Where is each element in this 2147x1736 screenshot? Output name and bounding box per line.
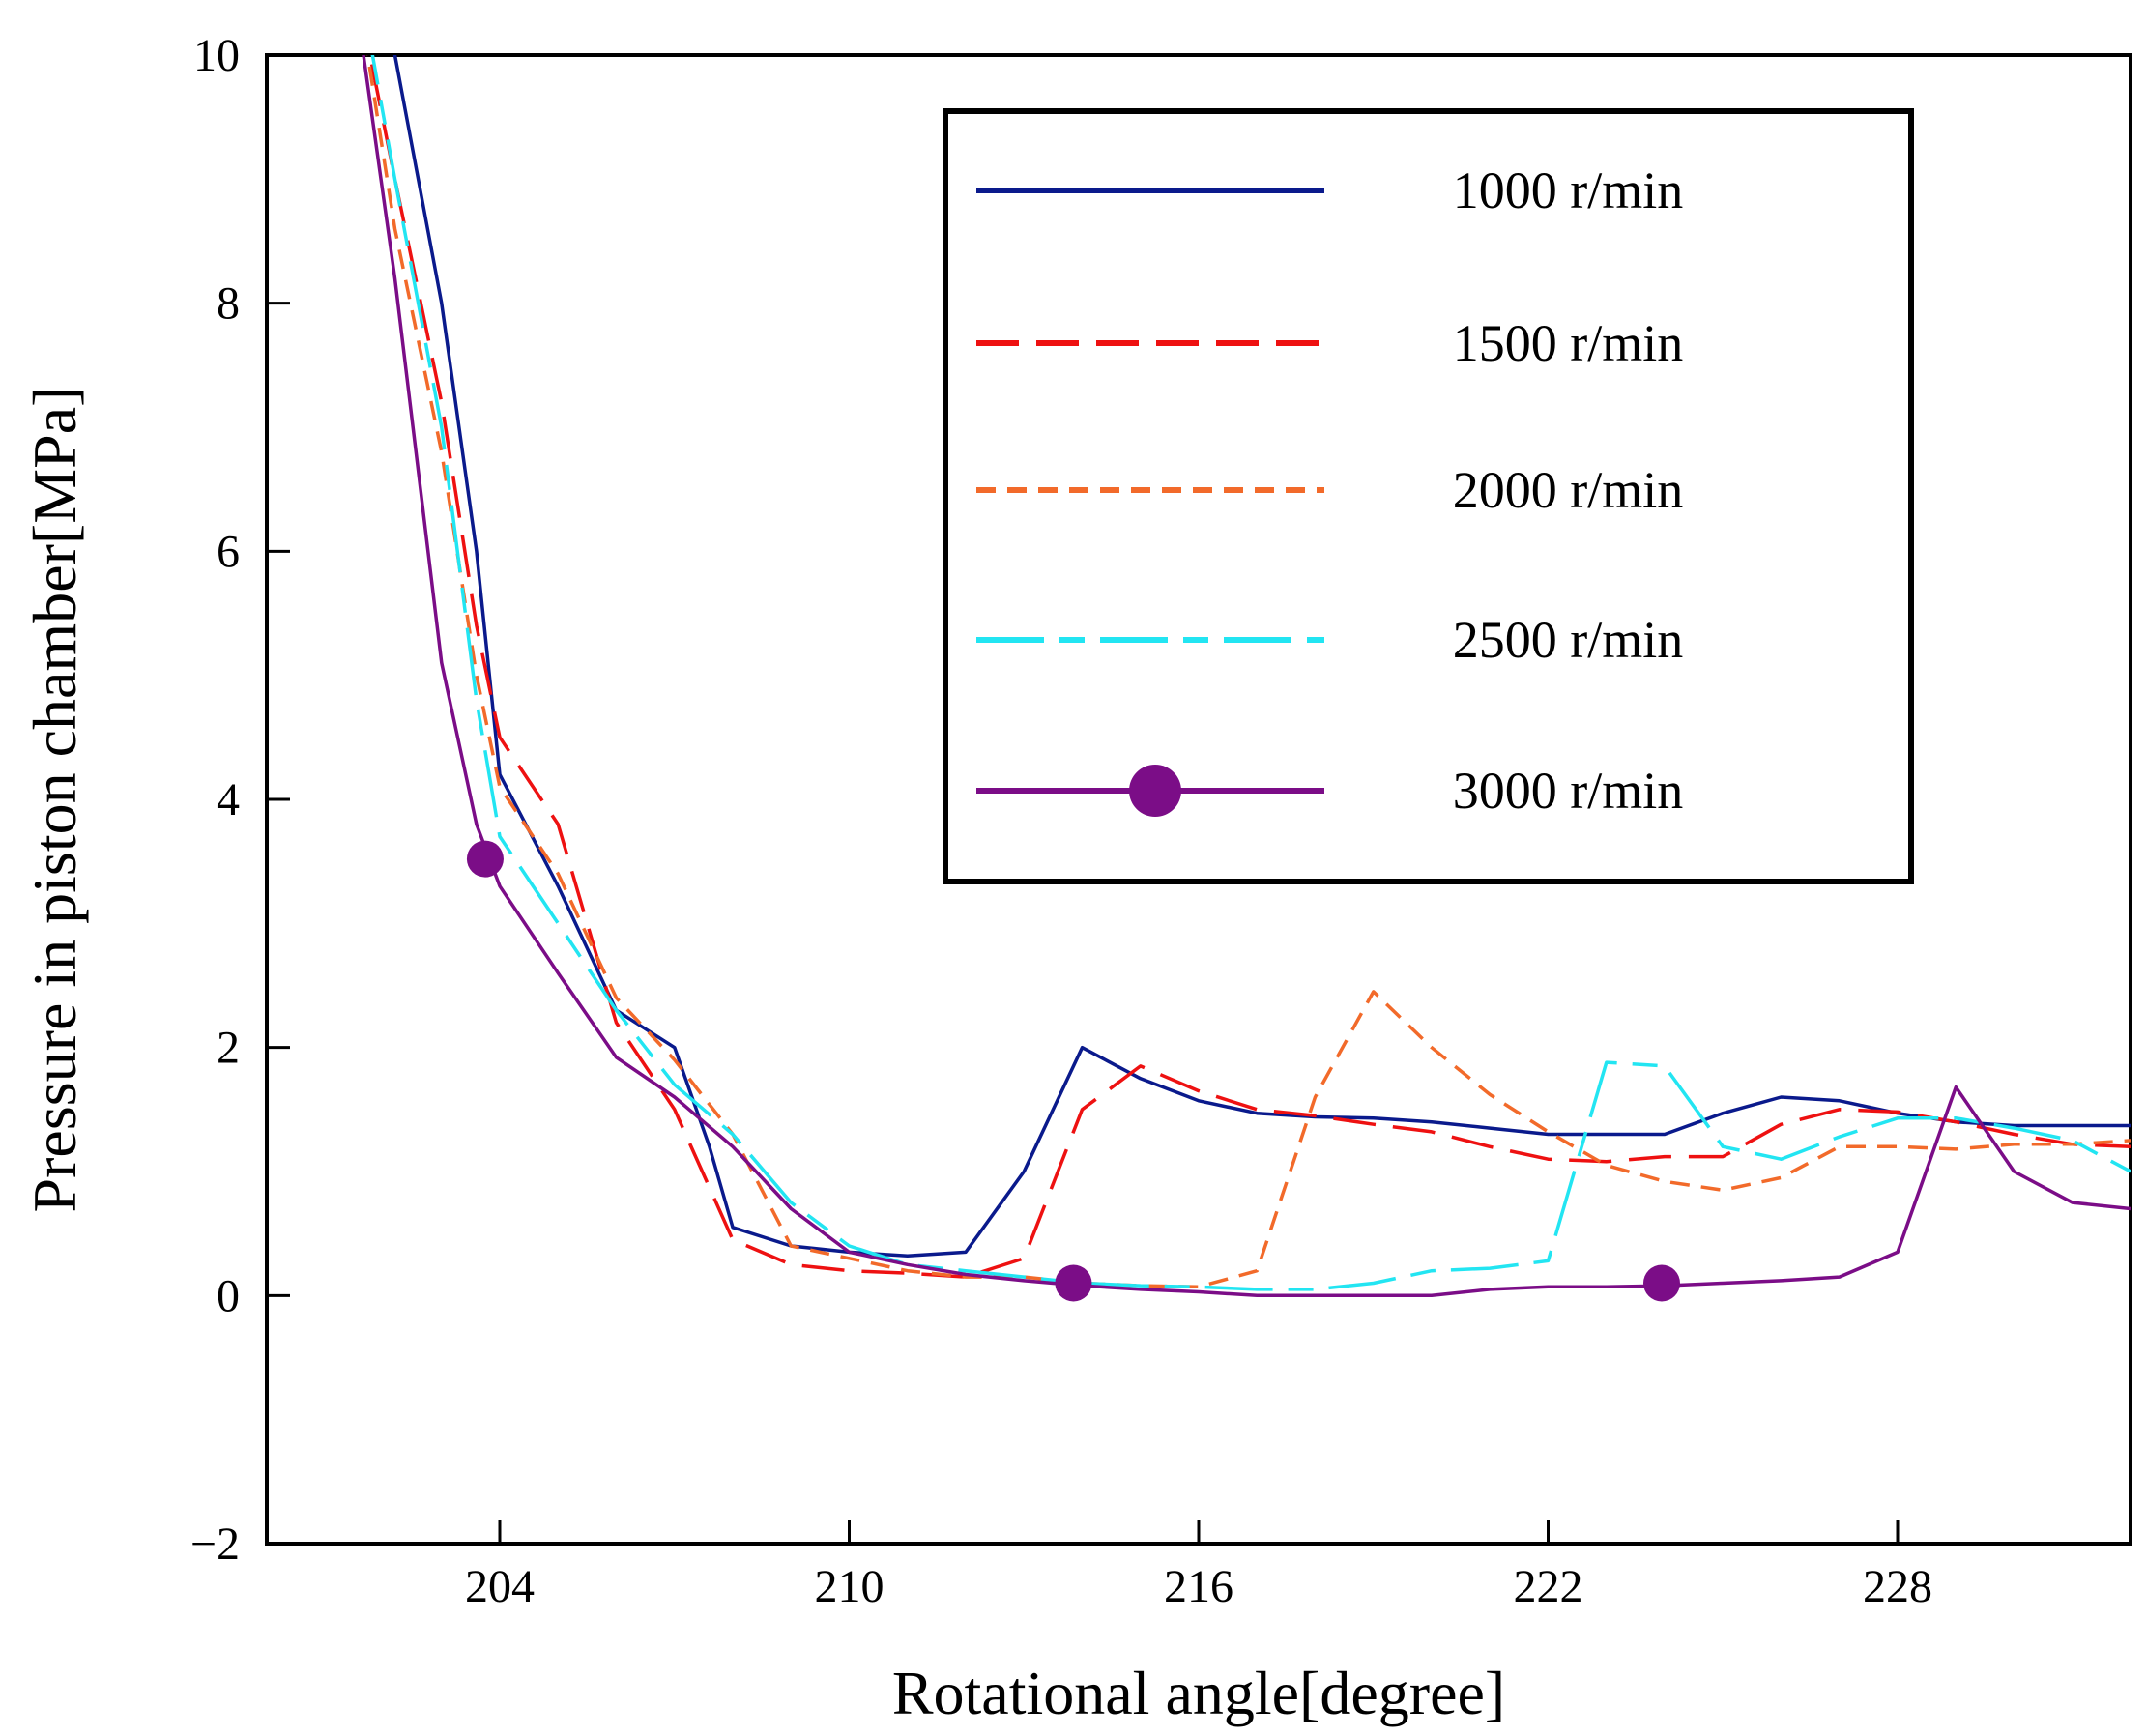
- y-tick-label: 10: [193, 30, 240, 81]
- series-marker-5: [1055, 1264, 1092, 1302]
- legend-marker-5: [1129, 765, 1181, 817]
- series-layer: [362, 55, 2131, 1302]
- x-tick-label: 204: [465, 1561, 535, 1612]
- series-line-5: [362, 55, 2131, 1298]
- y-tick-label: 0: [217, 1270, 240, 1321]
- y-tick-label: −2: [190, 1519, 240, 1570]
- y-tick-label: 8: [217, 278, 240, 330]
- y-axis-title: Pressure in piston chamber[MPa]: [20, 387, 89, 1213]
- tick-layer: 204 210 216 222 228 −2 0 2 4 6 8 10: [190, 30, 1932, 1612]
- y-tick-label: 4: [217, 774, 240, 825]
- series-marker-5: [1642, 1264, 1680, 1302]
- x-tick-label: 210: [815, 1561, 885, 1612]
- legend-box: [943, 108, 1914, 884]
- series-line-2: [367, 55, 2131, 1279]
- x-axis-title: Rotational angle[degree]: [892, 1659, 1505, 1727]
- series-marker-5: [466, 840, 504, 878]
- legend-items: 1000 r/min 1500 r/min 2000 r/min 2500 r/min…: [976, 161, 1683, 820]
- x-tick-label: 222: [1514, 1561, 1583, 1612]
- legend-label-1: 1000 r/min: [1453, 161, 1684, 219]
- series-line-1: [392, 55, 2131, 1259]
- legend-label-3: 2000 r/min: [1453, 461, 1684, 519]
- y-tick-label: 2: [217, 1023, 240, 1074]
- x-tick-label: 216: [1164, 1561, 1233, 1612]
- y-tick-label: 6: [217, 526, 240, 577]
- x-tick-label: 228: [1863, 1561, 1932, 1612]
- legend-label-2: 1500 r/min: [1453, 314, 1684, 372]
- legend-label-5: 3000 r/min: [1453, 762, 1684, 820]
- legend-label-4: 2500 r/min: [1453, 611, 1684, 669]
- series-line-4: [370, 55, 2131, 1291]
- legend: 1000 r/min 1500 r/min 2000 r/min 2500 r/min…: [943, 108, 1914, 884]
- series-line-3: [365, 55, 2131, 1289]
